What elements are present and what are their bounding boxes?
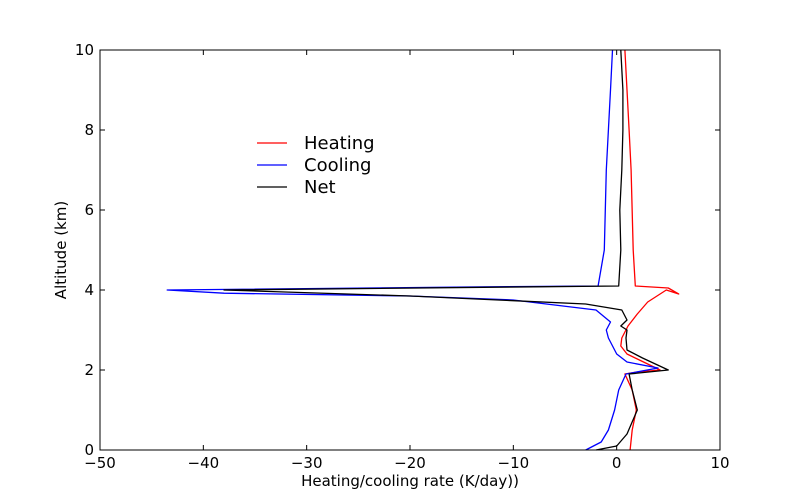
series-line-heating — [620, 49, 680, 451]
ticks-layer: −50 −40 −30 −20 −10 0 10 0 2 4 6 8 10 — [75, 41, 730, 472]
y-tick-label: 8 — [84, 121, 94, 139]
series-layer — [166, 49, 680, 451]
plot-frame — [99, 49, 721, 451]
x-tick-label: −50 — [84, 454, 116, 472]
legend-label-net: Net — [304, 177, 336, 198]
y-tick-label: 4 — [84, 281, 94, 299]
y-tick-label: 6 — [84, 201, 94, 219]
x-tick-label: −20 — [394, 454, 426, 472]
x-tick-label: −10 — [498, 454, 530, 472]
y-tick-label: 10 — [75, 41, 94, 59]
x-tick-label: −40 — [188, 454, 220, 472]
y-tick-label: 2 — [84, 361, 94, 379]
x-axis-label: Heating/cooling rate (K/day)) — [301, 472, 519, 490]
series-line-cooling — [166, 49, 659, 451]
x-tick-label: −30 — [291, 454, 323, 472]
series-line-net — [223, 49, 669, 451]
y-tick-label: 0 — [84, 441, 94, 459]
legend-label-cooling: Cooling — [304, 155, 371, 176]
x-tick-label: 10 — [710, 454, 729, 472]
y-axis-label: Altitude (km) — [52, 201, 70, 299]
legend-label-heating: Heating — [304, 133, 375, 154]
x-tick-label: 0 — [612, 454, 622, 472]
